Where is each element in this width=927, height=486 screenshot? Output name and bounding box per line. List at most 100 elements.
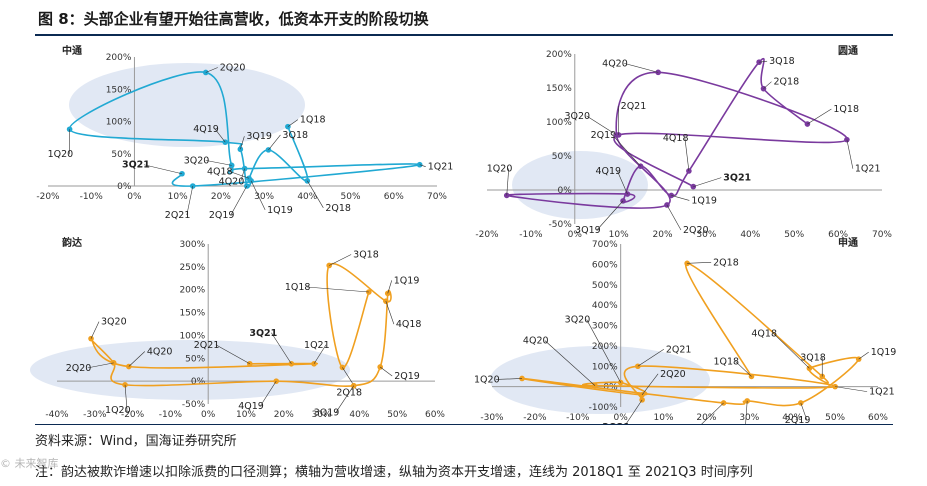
point-label: 1Q20 xyxy=(105,405,131,416)
point-label: 2Q21 xyxy=(666,344,692,355)
point-label: 2Q19 xyxy=(591,130,617,141)
y-tick-label: 100% xyxy=(179,331,205,341)
leader-line xyxy=(496,378,523,380)
y-tick-label: 200% xyxy=(106,53,132,63)
highlight-ellipse xyxy=(512,151,648,219)
y-tick-label: 150% xyxy=(179,309,205,319)
leader-line xyxy=(268,134,281,151)
charts-canvas: -20% -10% 0% 10% 20% 30% 40% 50% 60% 70% 0% 50% 100%… xyxy=(30,44,896,425)
data-point-1Q20 xyxy=(122,382,128,388)
point-label: 4Q20 xyxy=(219,177,245,188)
y-tick-label: 250% xyxy=(179,263,205,273)
point-label: 3Q21 xyxy=(723,173,751,184)
x-tick-label: -10% xyxy=(80,192,104,202)
y-tick-label: 50% xyxy=(185,354,205,364)
panel-title: 申通 xyxy=(838,236,858,249)
point-label: 1Q18 xyxy=(285,282,311,293)
y-tick-label: 400% xyxy=(592,301,618,311)
leader-line xyxy=(287,119,299,127)
y-tick-label: 0% xyxy=(557,186,572,196)
x-tick-label: 50% xyxy=(387,410,407,420)
point-label: 2Q20 xyxy=(660,369,686,380)
point-label: 3Q20 xyxy=(565,315,591,326)
leader-line xyxy=(617,170,628,195)
leader-line xyxy=(759,60,768,63)
y-tick-label: 50% xyxy=(552,152,572,162)
x-tick-label: 40% xyxy=(782,413,802,423)
leader-line xyxy=(387,280,393,294)
watermark: © 未来智库 xyxy=(0,457,59,470)
point-label: 1Q18 xyxy=(300,115,326,126)
point-label: 3Q21 xyxy=(602,422,630,425)
point-label: 4Q18 xyxy=(207,166,233,177)
leader-line xyxy=(506,168,510,196)
x-tick-label: 30% xyxy=(312,410,332,420)
point-label: 3Q21 xyxy=(249,328,277,339)
y-tick-label: 100% xyxy=(592,362,618,372)
data-point-1Q19 xyxy=(384,290,391,297)
leader-line xyxy=(271,332,292,364)
y-tick-label: 150% xyxy=(106,85,132,95)
leader-line xyxy=(807,108,832,125)
leader-line xyxy=(800,402,808,421)
panel-yuantong: -20% -10% 0% 10% 20% 30% 40% 50% 60% 70%-50%0%50%… xyxy=(475,45,892,240)
point-label: 3Q20 xyxy=(184,155,210,166)
x-tick-label: -30% xyxy=(480,413,504,423)
leader-line xyxy=(205,160,232,166)
leader-line xyxy=(596,200,624,231)
x-tick-label: -10% xyxy=(566,413,590,423)
leader-line xyxy=(329,254,352,266)
point-label: 2Q19 xyxy=(209,210,235,221)
data-point-1Q19 xyxy=(855,356,862,362)
x-tick-label: -20% xyxy=(36,192,60,202)
leader-line xyxy=(240,136,245,150)
panel-shentong: -30% -20% -10% 0% 10% 20% 30% 40% 50% 60%-100%0%1… xyxy=(474,236,896,425)
leader-line xyxy=(214,128,226,143)
leader-line xyxy=(624,399,643,425)
point-label: 1Q20 xyxy=(48,149,74,160)
leader-line xyxy=(128,351,146,367)
leader-line xyxy=(335,385,354,413)
x-tick-label: 0% xyxy=(568,230,583,240)
leader-line xyxy=(846,139,854,169)
point-label: 1Q19 xyxy=(267,205,293,216)
leader-line xyxy=(186,185,194,216)
x-tick-label: 10% xyxy=(609,230,629,240)
point-label: 1Q21 xyxy=(304,340,330,351)
leader-line xyxy=(87,362,114,369)
leader-line xyxy=(419,164,426,167)
y-tick-label: 200% xyxy=(592,342,618,352)
leader-line xyxy=(684,137,690,171)
point-label: 2Q19 xyxy=(785,415,811,425)
point-label: 1Q19 xyxy=(871,347,897,358)
y-tick-label: 200% xyxy=(546,50,572,60)
leader-line xyxy=(90,321,100,339)
x-tick-label: 60% xyxy=(868,413,888,423)
leader-line xyxy=(641,373,659,395)
leader-line xyxy=(671,195,690,201)
leader-line xyxy=(693,177,722,187)
data-point-3Q20 xyxy=(88,335,94,342)
leader-line xyxy=(342,367,359,393)
x-tick-label: 30% xyxy=(739,413,759,423)
point-label: 3Q18 xyxy=(769,56,795,67)
data-point-2Q20 xyxy=(639,391,645,398)
leader-line xyxy=(306,286,369,293)
leader-line xyxy=(230,185,248,216)
point-label: 3Q19 xyxy=(314,408,340,419)
leader-line xyxy=(240,168,245,182)
point-label: 2Q18 xyxy=(713,257,739,268)
x-tick-label: 0% xyxy=(614,413,629,423)
point-label: 2Q21 xyxy=(621,101,647,112)
point-label: 3Q18 xyxy=(353,249,379,260)
point-label: 2Q18 xyxy=(774,77,800,88)
panel-zhongtong: -20% -10% 0% 10% 20% 30% 40% 50% 60% 70% 0% 50% 100%… xyxy=(36,44,453,221)
point-label: 3Q20 xyxy=(564,111,590,122)
point-label: 1Q20 xyxy=(487,163,513,174)
leader-line xyxy=(773,333,810,369)
y-tick-label: -100% xyxy=(589,403,618,413)
y-tick-label: 600% xyxy=(592,260,618,270)
y-tick-label: 700% xyxy=(592,240,618,250)
point-label: 4Q19 xyxy=(238,401,264,412)
point-label: 4Q20 xyxy=(147,347,173,358)
